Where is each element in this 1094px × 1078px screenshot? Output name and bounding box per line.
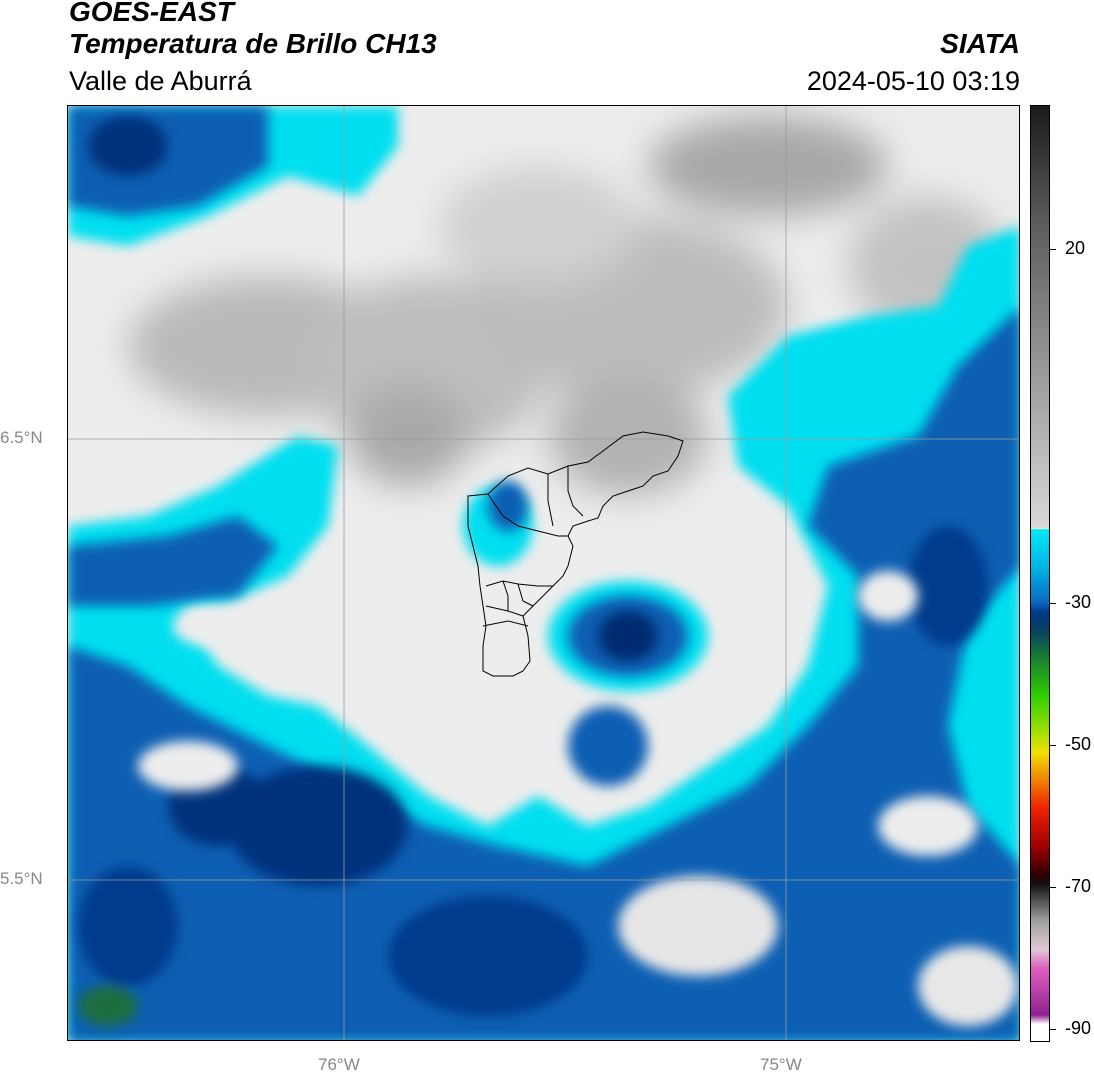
satellite-title: GOES-EAST [69,0,234,27]
cb-tick-mark-20 [1050,249,1056,250]
lat-tick-6-5: 6.5°N [0,428,43,447]
lon-tick-75w: 75°W [760,1055,802,1074]
cb-tick-mark-m30 [1050,603,1056,604]
cb-tick-m50: -50 [1065,734,1092,754]
colorbar [1030,105,1050,1042]
cold-cloud-dark-core-areas [78,116,988,1026]
cb-tick-mark-m70 [1050,887,1056,888]
lat-tick-5-5: 5.5°N [0,869,43,888]
product-title: Temperatura de Brillo CH13 [69,28,437,59]
cb-tick-m30: -30 [1065,592,1092,612]
brightness-temperature-map [67,105,1020,1041]
colorbar-gradient [1031,106,1049,1041]
datetime-label: 2024-05-10 03:19 [806,66,1020,96]
graticule [68,106,1019,1040]
cb-tick-mark-m50 [1050,745,1056,746]
cb-tick-mark-m90 [1050,1029,1056,1030]
agency-label: SIATA [940,28,1020,59]
region-label: Valle de Aburrá [69,66,252,96]
cb-tick-m70: -70 [1065,876,1092,896]
cb-tick-m90: -90 [1065,1018,1092,1038]
lon-tick-76w: 76°W [318,1055,360,1074]
municipality-boundaries [467,431,684,677]
cb-tick-20: 20 [1065,238,1086,258]
clear-patches [138,571,1018,1026]
map-canvas [68,106,1019,1040]
